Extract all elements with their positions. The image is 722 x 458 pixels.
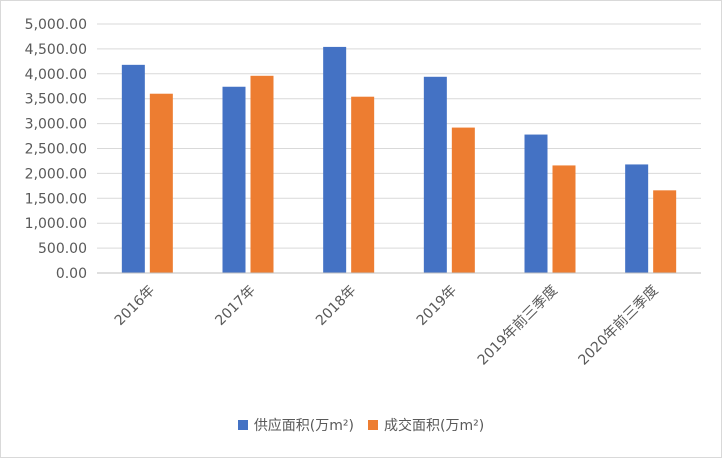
- bar-chart: 0.00 500.00 1,000.00 1,500.00 2,000.00 2,500.…: [25, 17, 701, 369]
- legend-swatch-transaction: [368, 420, 378, 430]
- y-tick-label: 2,000.00: [25, 166, 87, 182]
- y-tick-label: 1,500.00: [25, 191, 87, 207]
- bar-transaction-5: [653, 190, 677, 273]
- bar-transaction-2: [351, 96, 375, 273]
- legend-label-supply: 供应面积(万m²): [253, 418, 354, 434]
- y-tick-label: 1,000.00: [25, 216, 87, 232]
- y-tick-label: 500.00: [38, 241, 87, 257]
- y-tick-label: 5,000.00: [25, 17, 87, 33]
- bar-supply-4: [524, 134, 548, 273]
- x-tick-label: 2018年: [313, 283, 359, 329]
- bar-transaction-3: [451, 127, 475, 273]
- legend-label-transaction: 成交面积(万m²): [384, 418, 485, 434]
- bar-transaction-0: [149, 93, 173, 273]
- legend-swatch-supply: [237, 420, 248, 430]
- bar-transaction-1: [250, 75, 274, 274]
- y-tick-label: 3,000.00: [25, 117, 87, 133]
- x-tick-label: 2016年: [112, 283, 158, 329]
- bar-supply-2: [323, 46, 347, 273]
- x-tick-label: 2020年前三季度: [575, 282, 662, 369]
- y-tick-label: 3,500.00: [25, 92, 87, 108]
- x-tick-label: 2017年: [212, 283, 258, 329]
- bar-transaction-4: [552, 165, 576, 273]
- y-tick-label: 4,500.00: [25, 42, 87, 58]
- y-tick-label: 0.00: [56, 266, 87, 282]
- y-tick-label: 4,000.00: [25, 67, 87, 83]
- x-tick-label: 2019年前三季度: [474, 282, 561, 369]
- bar-supply-3: [423, 76, 447, 274]
- bar-supply-5: [625, 164, 649, 273]
- legend-item-supply: 供应面积(万m²): [237, 415, 354, 435]
- y-tick-label: 2,500.00: [25, 142, 87, 158]
- bar-supply-0: [121, 64, 145, 273]
- bar-supply-1: [222, 86, 246, 273]
- legend: 供应面积(万m²) 成交面积(万m²): [1, 415, 721, 435]
- x-tick-label: 2019年: [414, 283, 460, 329]
- legend-item-transaction: 成交面积(万m²): [368, 415, 484, 435]
